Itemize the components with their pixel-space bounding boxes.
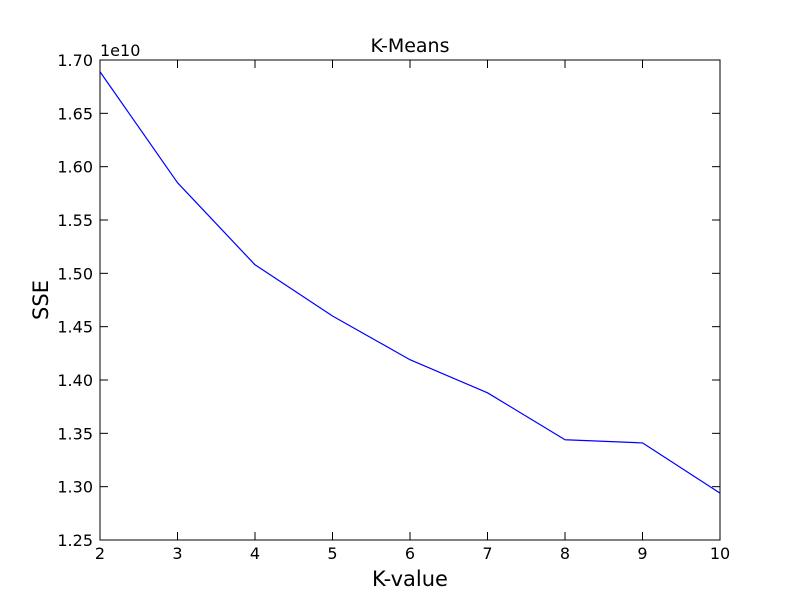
x-tick-label: 2 (95, 544, 105, 563)
y-tick-label: 1.45 (57, 318, 93, 337)
x-axis-ticks: 2 3 4 5 6 7 8 9 10 (95, 60, 730, 563)
y-axis-title: SSE (29, 280, 53, 320)
y-tick-label: 1.60 (57, 158, 93, 177)
chart-title: K-Means (371, 35, 450, 57)
x-tick-label: 5 (327, 544, 337, 563)
x-tick-label: 7 (482, 544, 492, 563)
y-axis-offset-label: 1e10 (100, 41, 140, 60)
y-tick-label: 1.35 (57, 424, 93, 443)
plot-frame (99, 59, 721, 541)
series-group (99, 71, 721, 494)
x-tick-label: 10 (710, 544, 730, 563)
y-tick-label: 1.70 (57, 51, 93, 70)
x-axis-title: K-value (372, 567, 448, 591)
y-tick-label: 1.50 (57, 264, 93, 283)
x-tick-label: 3 (172, 544, 182, 563)
y-tick-label: 1.55 (57, 211, 93, 230)
y-tick-label: 1.30 (57, 478, 93, 497)
series-line-0 (99, 71, 721, 494)
x-tick-label: 9 (637, 544, 647, 563)
x-tick-label: 4 (250, 544, 260, 563)
y-tick-label: 1.25 (57, 531, 93, 550)
x-tick-label: 6 (405, 544, 415, 563)
y-tick-label: 1.65 (57, 104, 93, 123)
y-tick-label: 1.40 (57, 371, 93, 390)
x-tick-label: 8 (560, 544, 570, 563)
